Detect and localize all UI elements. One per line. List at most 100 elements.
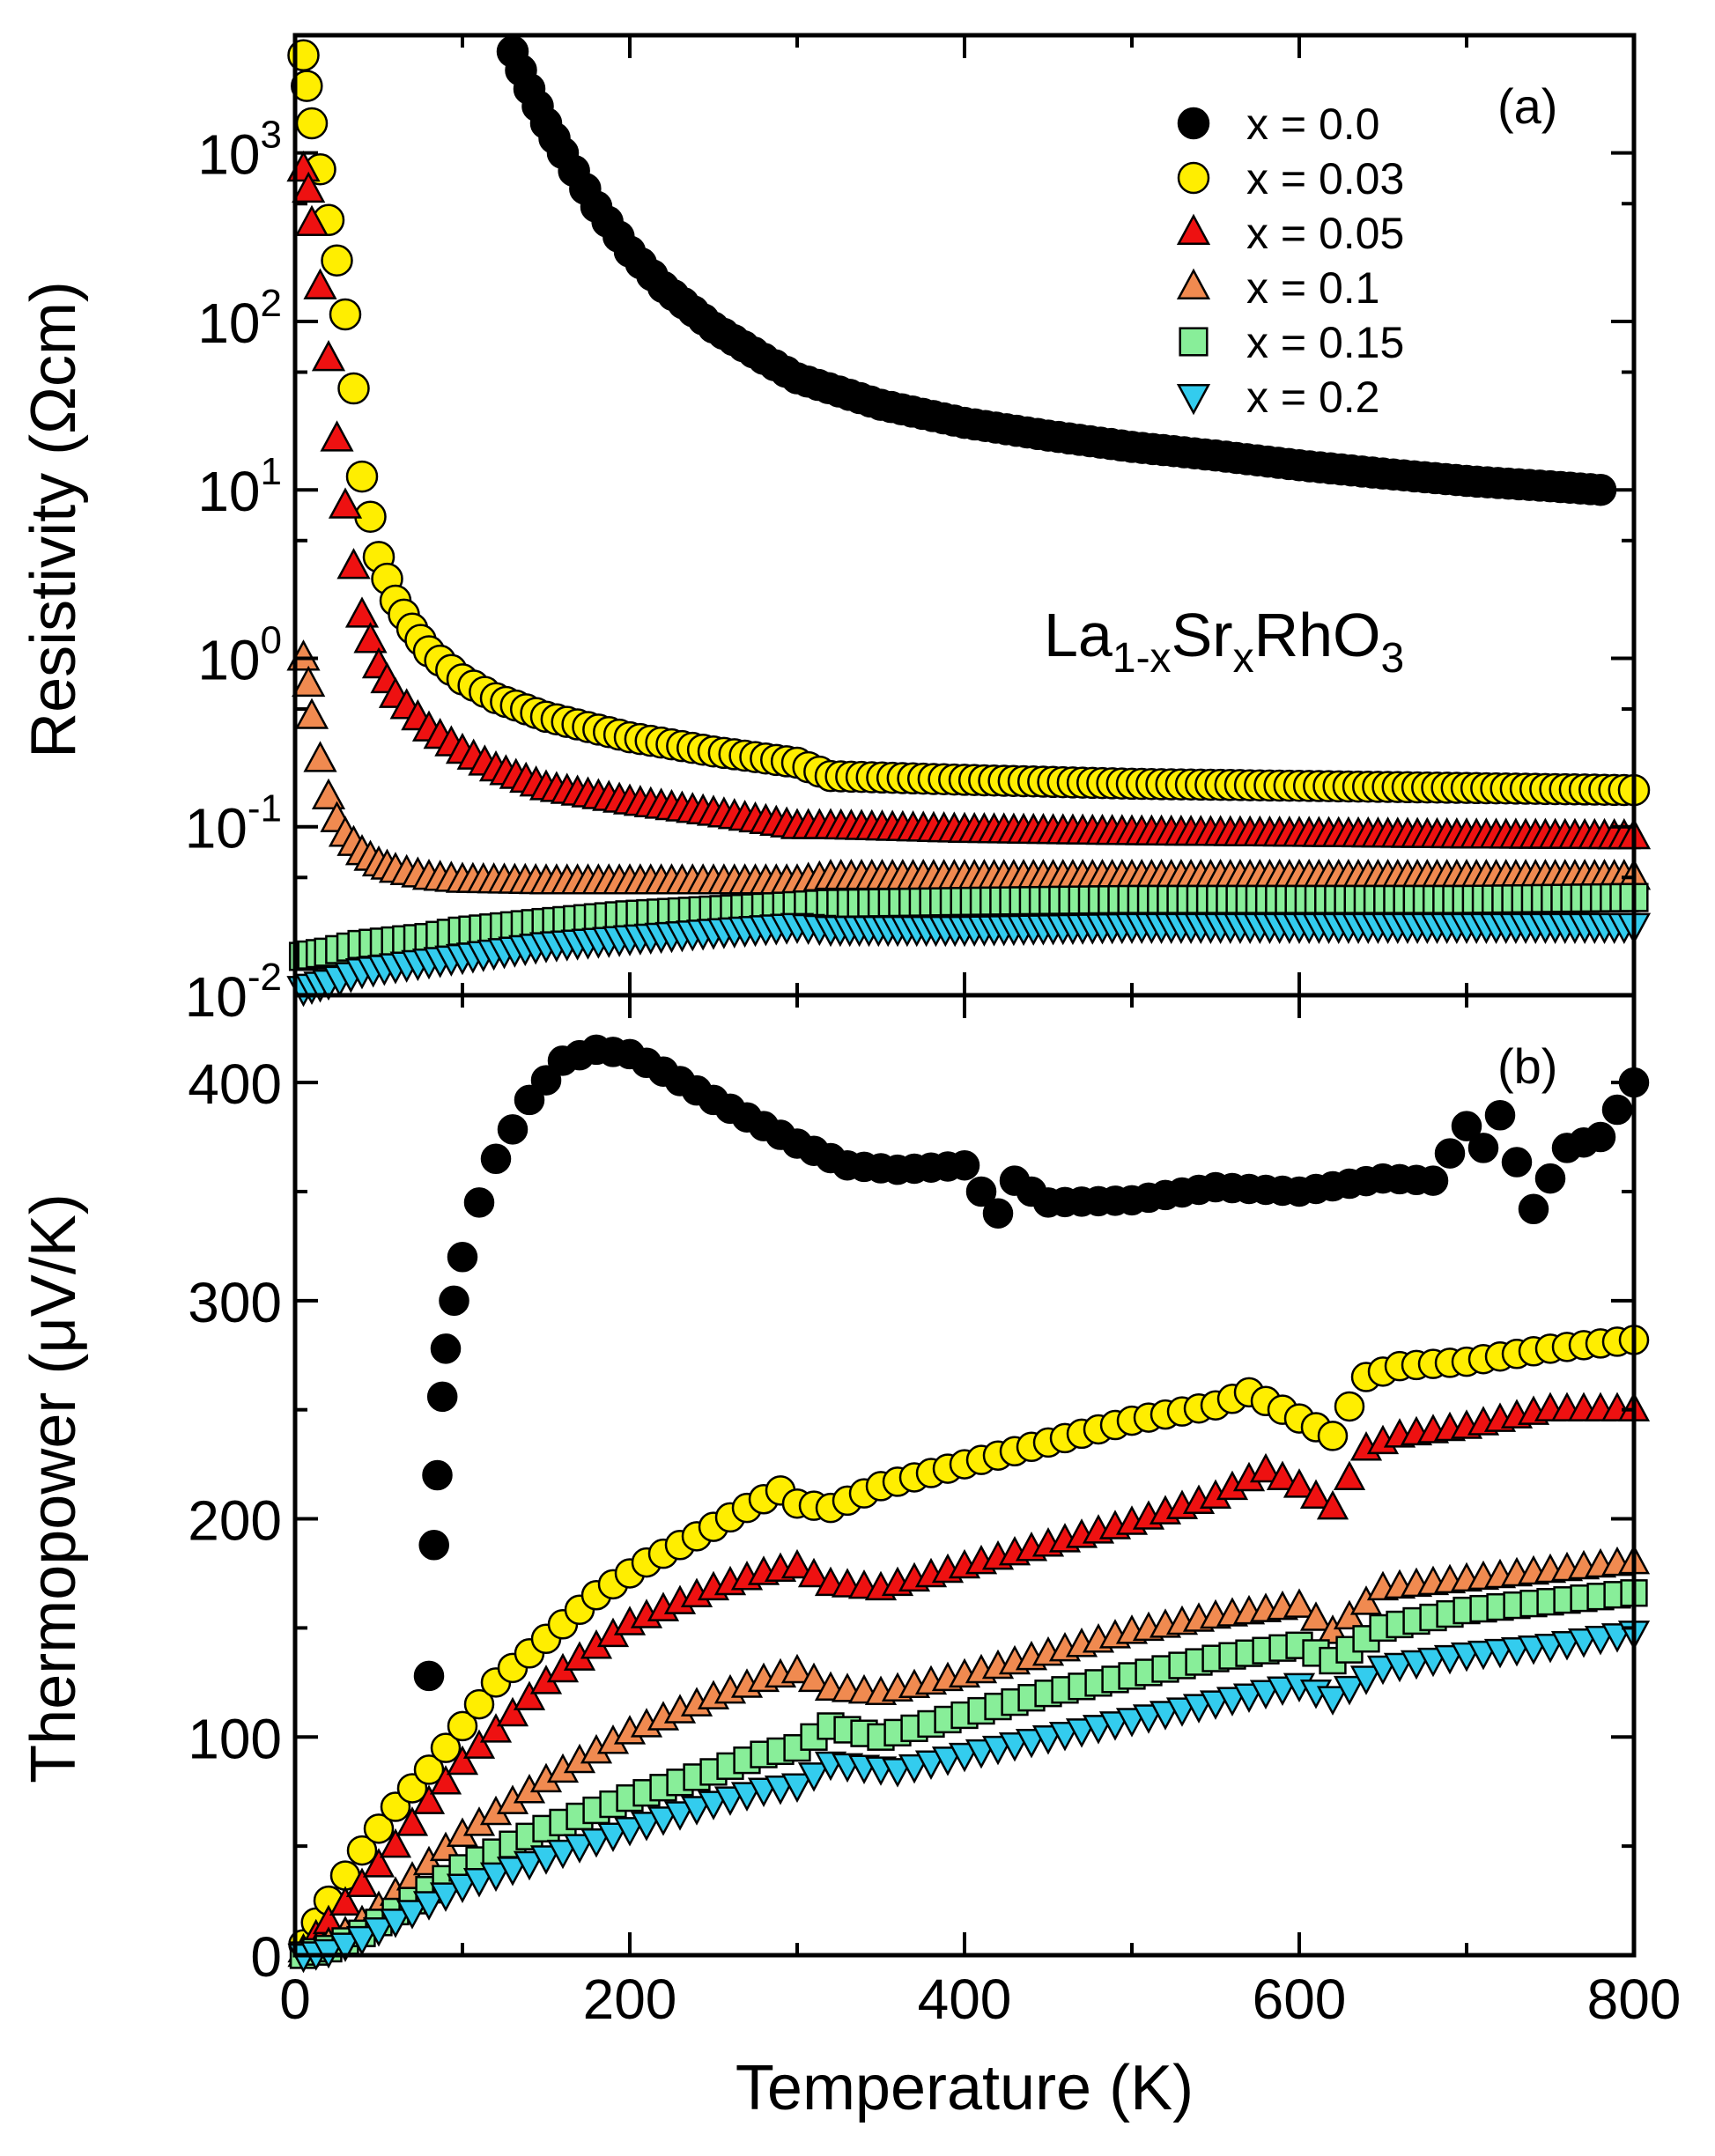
b-y-tick-label: 200 xyxy=(188,1489,282,1553)
b-point xyxy=(1249,1452,1283,1483)
panel-b-thermopower: 0 100 200 300 400 0 200 400 600 800 (b) Thermopo… xyxy=(18,993,1681,2123)
b-point xyxy=(663,1801,697,1831)
a-y-tick-label: 101 xyxy=(197,450,282,523)
a-point xyxy=(303,268,337,299)
a-y-tick-base: 10 xyxy=(197,628,260,691)
a-y-tick-exp: 0 xyxy=(261,618,282,661)
a-y-tick-label: 10-2 xyxy=(185,956,282,1029)
b-point xyxy=(529,1845,563,1875)
b-point xyxy=(530,1065,562,1096)
b-point xyxy=(363,1813,395,1844)
b-point xyxy=(418,1530,449,1561)
b-point xyxy=(426,1381,458,1413)
b-point xyxy=(1299,1479,1333,1510)
b-point xyxy=(647,1806,680,1836)
b-point xyxy=(1349,1665,1383,1695)
b-series-0 xyxy=(413,1034,1650,1692)
b-point xyxy=(430,1333,462,1364)
b-point xyxy=(480,1143,512,1175)
b-point xyxy=(429,1765,462,1795)
b-point xyxy=(463,1187,495,1218)
panel-b-data-points xyxy=(287,1034,1651,1974)
legend-marker xyxy=(1177,161,1210,195)
b-point xyxy=(513,1680,546,1710)
b-point xyxy=(1484,1100,1516,1131)
b-y-tick-label: 300 xyxy=(188,1271,282,1334)
b-point xyxy=(413,1754,445,1785)
a-point xyxy=(292,665,326,698)
a-point xyxy=(291,70,323,102)
x-tick-label: 200 xyxy=(583,1968,677,2031)
b-point xyxy=(1451,1111,1482,1141)
panel-a-frame xyxy=(292,33,1637,998)
b-point xyxy=(362,1848,395,1878)
x-axis-label: Temperature (K) xyxy=(736,2053,1194,2123)
b-point xyxy=(395,1900,429,1930)
b-point xyxy=(496,1857,529,1886)
b-point xyxy=(797,1662,831,1693)
a-y-tick-exp: 3 xyxy=(261,114,282,157)
b-point xyxy=(379,1827,412,1858)
b-point xyxy=(965,1176,997,1207)
b-point xyxy=(463,1688,495,1720)
a-point xyxy=(294,204,329,237)
b-point xyxy=(329,1886,362,1916)
a-series-2 xyxy=(286,150,1652,850)
legend-label: x = 0.03 xyxy=(1246,154,1404,203)
legend-marker xyxy=(1176,268,1211,299)
a-y-tick-label: 100 xyxy=(197,618,282,691)
a-y-tick-base: 10 xyxy=(197,292,260,355)
b-point xyxy=(1333,1599,1366,1630)
b-point xyxy=(412,1784,446,1814)
a-y-tick-base: 10 xyxy=(197,460,260,523)
b-point xyxy=(1585,1121,1616,1153)
b-point xyxy=(1316,1489,1349,1520)
b-point xyxy=(1518,1193,1549,1225)
b-point xyxy=(345,1925,379,1956)
b-point xyxy=(1467,1133,1499,1163)
a-point xyxy=(328,487,363,519)
a-point xyxy=(320,420,354,452)
compound-part-end: RhO xyxy=(1254,601,1381,669)
a-y-tick-exp: 1 xyxy=(261,450,282,493)
b-y-tick-label: 400 xyxy=(188,1052,282,1116)
compound-sub-1: 1-x xyxy=(1113,635,1172,682)
b-point xyxy=(430,1732,462,1763)
b-point xyxy=(1334,1391,1365,1422)
panel-b-x-tick-labels: 0 200 400 600 800 xyxy=(279,1968,1681,2031)
panel-a-y-axis-label: Resistivity (Ωcm) xyxy=(18,281,89,758)
panel-a-label: (a) xyxy=(1497,78,1557,134)
compound-part-base: La xyxy=(1044,601,1113,669)
a-point xyxy=(1584,473,1617,506)
b-point xyxy=(412,1891,446,1921)
a-y-tick-base: 10 xyxy=(185,797,248,860)
b-series-2 xyxy=(287,1392,1651,1963)
b-point xyxy=(395,1806,429,1836)
b-point xyxy=(797,1557,831,1588)
b-series-4 xyxy=(289,1579,1648,1969)
panel-a-ticks xyxy=(293,35,1636,997)
b-point xyxy=(447,1710,478,1742)
a-point xyxy=(336,548,371,580)
panel-b-y-axis-label: Thermopower (μV/K) xyxy=(18,1193,89,1783)
a-point xyxy=(311,778,346,810)
b-point xyxy=(1317,1421,1349,1451)
b-point xyxy=(429,1882,462,1912)
b-point xyxy=(730,1782,764,1812)
a-y-tick-exp: -1 xyxy=(248,787,282,831)
b-point xyxy=(413,1660,445,1692)
b-point xyxy=(429,1831,462,1862)
b-point xyxy=(1266,1460,1299,1490)
b-point xyxy=(713,1786,747,1816)
b-point xyxy=(514,1084,545,1116)
a-point xyxy=(321,244,353,277)
b-point xyxy=(462,1729,496,1759)
b-point xyxy=(1333,1675,1366,1706)
x-tick-label: 0 xyxy=(279,1968,311,2031)
b-point xyxy=(479,1713,513,1743)
b-point xyxy=(379,1909,412,1938)
b-point xyxy=(345,1867,379,1897)
b-point xyxy=(1283,1468,1316,1498)
